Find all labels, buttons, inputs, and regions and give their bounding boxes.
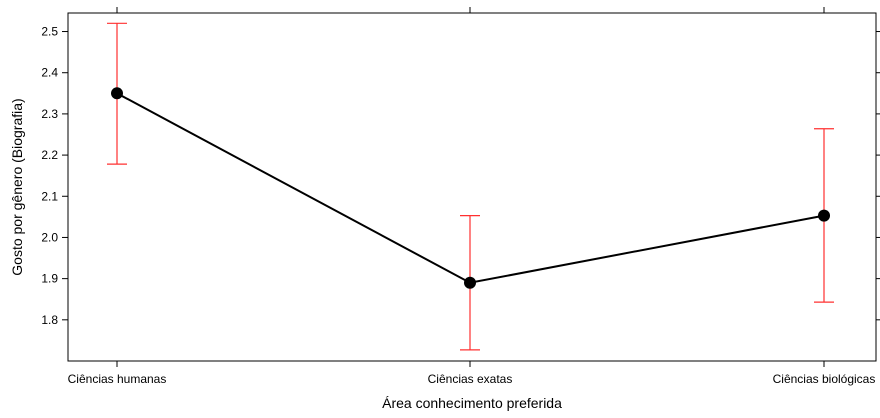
y-axis-label: Gosto por gênero (Biografia) <box>9 98 25 275</box>
y-tick-label: 2.2 <box>41 148 58 162</box>
x-axis-label: Área conhecimento preferida <box>382 395 562 411</box>
data-point <box>111 87 123 100</box>
error-bars <box>107 22 834 351</box>
x-axis: Ciências humanas Ciências exatas Ciências … <box>68 7 876 386</box>
y-tick-label: 2.0 <box>41 230 58 244</box>
x-tick-label: Ciências exatas <box>428 372 513 386</box>
data-point <box>464 276 476 289</box>
y-tick-label: 2.5 <box>41 25 58 39</box>
data-point <box>818 209 830 222</box>
y-tick-label: 2.3 <box>41 107 58 121</box>
y-tick-label: 1.9 <box>41 272 58 286</box>
y-tick-label: 2.4 <box>41 66 58 80</box>
x-tick-label: Ciências biológicas <box>773 372 876 386</box>
series-points <box>111 87 830 289</box>
plot-frame <box>67 12 877 362</box>
y-tick-label: 2.1 <box>41 189 58 203</box>
y-axis: 1.8 1.9 2.0 2.1 2.2 2.3 2.4 2.5 <box>41 25 880 327</box>
x-tick-label: Ciências humanas <box>68 372 167 386</box>
y-tick-label: 1.8 <box>41 313 58 327</box>
